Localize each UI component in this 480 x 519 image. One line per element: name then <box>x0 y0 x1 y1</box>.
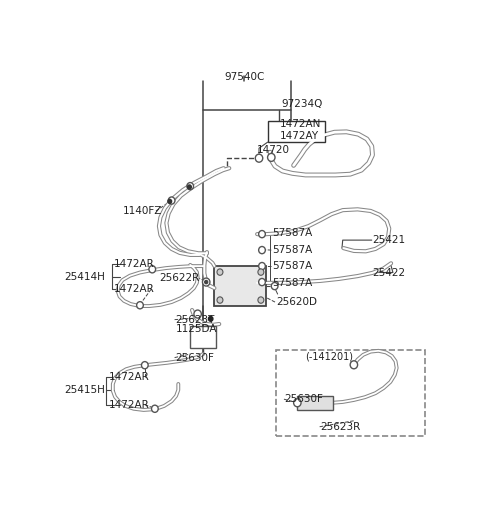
Text: 97540C: 97540C <box>224 72 264 81</box>
Text: 25622R: 25622R <box>160 273 200 283</box>
Circle shape <box>258 297 264 303</box>
Circle shape <box>255 154 263 162</box>
Bar <box>215 266 266 306</box>
Text: 97234Q: 97234Q <box>281 99 323 109</box>
Circle shape <box>204 280 208 284</box>
Text: 25630F: 25630F <box>285 394 324 404</box>
Circle shape <box>188 185 192 189</box>
Circle shape <box>259 263 265 270</box>
Bar <box>297 396 333 410</box>
Text: 25421: 25421 <box>372 235 406 245</box>
Bar <box>276 350 424 436</box>
Circle shape <box>137 302 144 309</box>
Text: 1472AR: 1472AR <box>114 260 155 269</box>
Circle shape <box>203 278 210 286</box>
Circle shape <box>194 310 202 318</box>
Circle shape <box>350 361 358 369</box>
Text: 57587A: 57587A <box>272 245 312 255</box>
Text: 57587A: 57587A <box>272 261 312 271</box>
Bar <box>267 121 325 142</box>
Text: 25630F: 25630F <box>175 352 214 363</box>
Text: 1472AR: 1472AR <box>108 372 149 382</box>
Circle shape <box>187 183 193 190</box>
Circle shape <box>271 282 278 290</box>
Circle shape <box>267 154 275 161</box>
Text: 25623R: 25623R <box>321 422 360 432</box>
Circle shape <box>259 247 265 254</box>
Bar <box>190 326 216 348</box>
Circle shape <box>168 199 172 203</box>
Circle shape <box>294 399 301 407</box>
Text: 1140FZ: 1140FZ <box>123 206 163 216</box>
Text: 25620D: 25620D <box>276 297 317 307</box>
Text: 25415H: 25415H <box>64 385 105 395</box>
Text: 14720: 14720 <box>257 145 290 155</box>
Circle shape <box>258 269 264 275</box>
Text: 25422: 25422 <box>372 268 406 278</box>
Circle shape <box>259 279 265 285</box>
Text: 57587A: 57587A <box>272 278 312 288</box>
Text: 1472AR: 1472AR <box>108 400 149 410</box>
Circle shape <box>168 197 175 204</box>
Circle shape <box>149 266 156 273</box>
Circle shape <box>142 362 148 369</box>
Text: 1472AR: 1472AR <box>114 284 155 294</box>
Text: 57587A: 57587A <box>272 228 312 238</box>
Text: (-141201): (-141201) <box>305 351 353 361</box>
Text: 25414H: 25414H <box>64 272 105 282</box>
Circle shape <box>217 269 223 275</box>
Text: 25623T: 25623T <box>175 315 215 325</box>
Circle shape <box>259 230 265 238</box>
Text: 1472AN
1472AY: 1472AN 1472AY <box>279 119 321 141</box>
Circle shape <box>152 405 158 413</box>
Circle shape <box>217 297 223 303</box>
Circle shape <box>208 317 213 321</box>
Text: 1125DA: 1125DA <box>175 324 217 334</box>
